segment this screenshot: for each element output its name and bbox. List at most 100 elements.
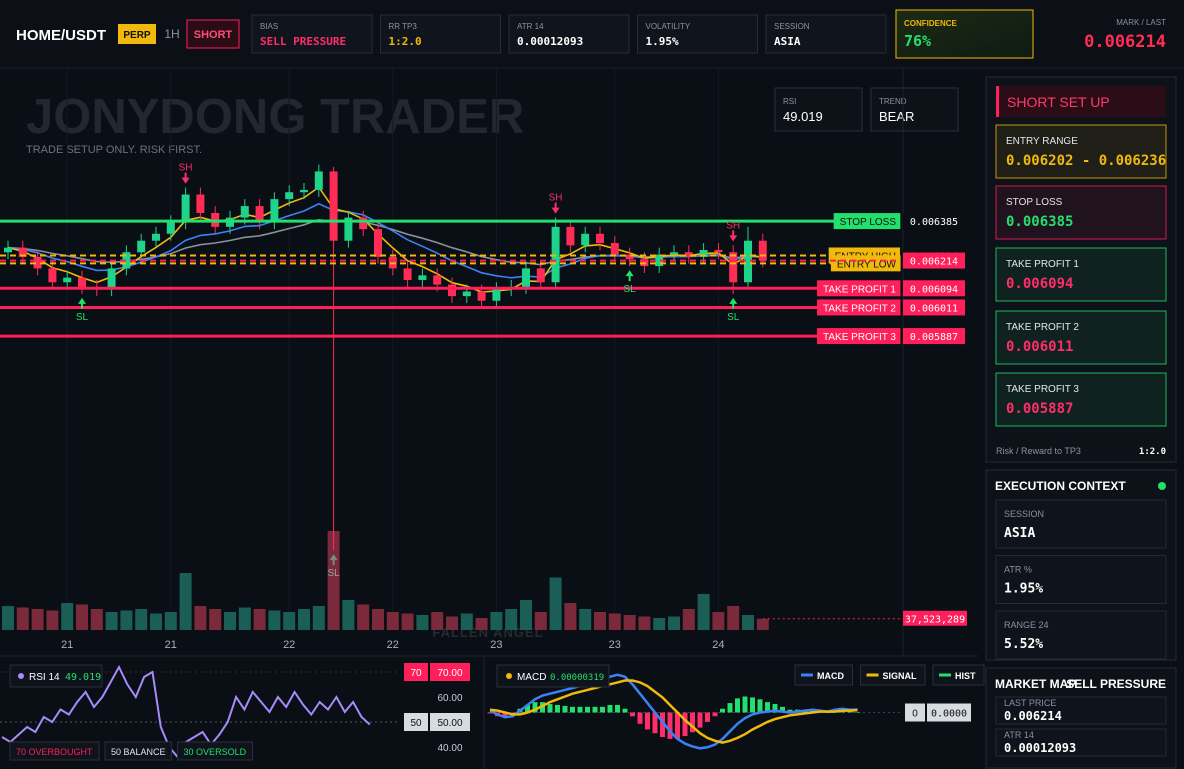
- candle-body: [78, 277, 86, 287]
- candle-body: [581, 233, 590, 246]
- confidence-value: 76%: [904, 32, 931, 50]
- volume-bar: [164, 612, 177, 630]
- hist-bar: [585, 706, 590, 713]
- hist-bar: [690, 712, 695, 733]
- swing-high: SH: [549, 193, 563, 204]
- hist-bar: [810, 709, 815, 713]
- rsi-value: 49.019: [65, 672, 101, 683]
- card-label: TAKE PROFIT 1: [1006, 259, 1079, 270]
- watermark-title: JONYDONG TRADER: [26, 90, 524, 144]
- volume-bar: [105, 612, 118, 630]
- hist-bar: [622, 708, 628, 713]
- card-base: [996, 311, 1166, 364]
- band-badge: [905, 703, 925, 722]
- rsi-dot: [18, 673, 24, 679]
- candle-body: [344, 217, 353, 241]
- candle-body: [300, 189, 308, 193]
- execution-value: 1.95%: [1004, 582, 1043, 597]
- volume-bar: [742, 615, 754, 630]
- candle-body: [255, 206, 264, 223]
- candle-body: [48, 268, 57, 283]
- market-value: 0.00012093: [1004, 741, 1076, 755]
- volume-label: 37,523,289: [905, 615, 965, 626]
- swing-arrow: [729, 297, 738, 309]
- volume-bar: [372, 609, 384, 630]
- hist-bar: [780, 706, 785, 713]
- last-price-label: 0.006214: [910, 257, 958, 268]
- band-legend: 30 OVERSOLD: [184, 747, 247, 757]
- volume-bar: [549, 577, 562, 630]
- stat-box: [637, 14, 758, 54]
- candle-body: [744, 240, 752, 283]
- stat-value: ASIA: [774, 35, 801, 48]
- volume-bar: [31, 609, 44, 630]
- volume-bar: [209, 609, 222, 630]
- rr-label: Risk / Reward to TP3: [996, 446, 1081, 456]
- market-status: SELL PRESSURE: [1066, 677, 1166, 691]
- candle-body: [137, 240, 146, 253]
- legend-box: [104, 741, 173, 761]
- hist-bar: [607, 704, 613, 713]
- swing-arrow: [625, 270, 634, 282]
- candle-body: [655, 254, 664, 267]
- volume-bar: [638, 616, 651, 630]
- level-label: STOP LOSS: [840, 217, 897, 228]
- confidence-label: CONFIDENCE: [904, 19, 958, 28]
- card-value: 0.006094: [1006, 276, 1073, 292]
- volume-bar: [238, 607, 251, 630]
- volume-bar: [76, 604, 88, 630]
- indicator-box: [774, 87, 863, 132]
- hist-bar: [652, 712, 658, 734]
- band-badge: [404, 713, 428, 731]
- volume-bar: [697, 594, 710, 630]
- market-card: [995, 696, 1167, 725]
- level-label-box: [830, 255, 901, 272]
- y-tick-label: 50.00: [437, 718, 462, 729]
- hist-bar: [855, 711, 860, 713]
- hist-bar: [750, 697, 755, 713]
- level-value: 0.006094: [910, 284, 958, 295]
- y-tick-label: 70.00: [437, 668, 462, 679]
- level-value-box: [903, 213, 965, 230]
- candle-body: [684, 252, 693, 257]
- swing-arrow: [329, 554, 338, 566]
- candle-body: [433, 275, 442, 285]
- swing-low: SL: [727, 312, 740, 323]
- setup-card: [995, 372, 1167, 427]
- volume-bar: [179, 573, 192, 630]
- volume-bar: [61, 603, 74, 630]
- volume-bar: [608, 613, 621, 630]
- y-tick-label: 40.00: [437, 743, 462, 754]
- side-text: SHORT: [194, 29, 233, 41]
- volume-bar: [594, 612, 606, 630]
- candle-body: [359, 217, 368, 230]
- hist-bar: [532, 702, 538, 713]
- legend-label: MACD: [817, 671, 844, 681]
- band-label: 0: [912, 709, 918, 720]
- swing-arrow: [551, 202, 560, 214]
- band-legend: 50 BALANCE: [111, 747, 166, 757]
- card-label: TAKE PROFIT 2: [1006, 322, 1079, 333]
- level-value: 0.006011: [910, 303, 958, 314]
- volume-bar: [579, 609, 592, 630]
- candle-body: [566, 226, 575, 246]
- rsi-title-box: [9, 664, 103, 688]
- tick-box: [927, 703, 971, 722]
- stat-box: [251, 14, 373, 54]
- market-label: LAST PRICE: [1004, 698, 1056, 708]
- volume-bar: [727, 606, 740, 630]
- symbol: HOME/USDT: [16, 27, 106, 44]
- card-value: 0.006011: [1006, 339, 1073, 355]
- volume-bar: [756, 618, 769, 630]
- candle-body: [536, 268, 545, 283]
- volume-bar: [16, 607, 29, 630]
- tick-box: [430, 713, 470, 731]
- volume-bar: [298, 609, 310, 630]
- legend-label: SIGNAL: [882, 671, 917, 681]
- hist-bar: [487, 712, 493, 714]
- level-label: ENTRY LOW: [837, 259, 897, 270]
- volume-bar: [401, 613, 414, 630]
- market-label: ATR 14: [1004, 730, 1034, 740]
